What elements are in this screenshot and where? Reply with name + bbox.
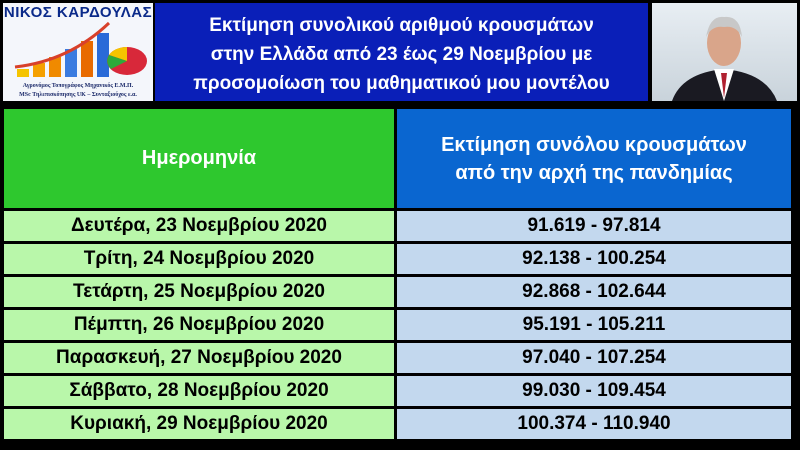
row-estimate: 100.374 - 110.940	[397, 409, 791, 439]
row-estimate: 97.040 - 107.254	[397, 343, 791, 373]
row-date: Δευτέρα, 23 Νοεμβρίου 2020	[4, 211, 394, 241]
row-date: Πέμπτη, 26 Νοεμβρίου 2020	[4, 310, 394, 340]
table-row: Τετάρτη, 25 Νοεμβρίου 2020 92.868 - 102.6…	[4, 277, 791, 307]
logo-name: ΝΙΚΟΣ ΚΑΡΔΟΥΛΑΣ	[3, 4, 153, 21]
header-estimate-line2: από την αρχή της πανδημίας	[455, 161, 733, 184]
header-estimate-line1: Εκτίμηση συνόλου κρουσμάτων	[441, 133, 747, 156]
logo-line2: MSc Τηλεπισκόπησης UK – Συνταξιούχος ε.α…	[19, 92, 137, 98]
chart-logo-icon	[14, 21, 147, 77]
row-date: Τετάρτη, 25 Νοεμβρίου 2020	[4, 277, 394, 307]
table-row: Δευτέρα, 23 Νοεμβρίου 2020 91.619 - 97.81…	[4, 211, 791, 241]
portrait-icon	[672, 16, 777, 101]
title-line2: στην Ελλάδα από 23 έως 29 Νοεμβρίου με	[210, 44, 593, 65]
table-row: Σάββατο, 28 Νοεμβρίου 2020 99.030 - 109.4…	[4, 376, 791, 406]
table-row: Παρασκευή, 27 Νοεμβρίου 2020 97.040 - 107…	[4, 343, 791, 373]
row-date: Σάββατο, 28 Νοεμβρίου 2020	[4, 376, 394, 406]
table-row: Κυριακή, 29 Νοεμβρίου 2020 100.374 - 110.…	[4, 409, 791, 439]
logo: ΝΙΚΟΣ ΚΑΡΔΟΥΛΑΣ Αγρονόμος Τοπογράφος Μηχ…	[3, 3, 153, 101]
table-header-row: Ημερομηνία Εκτίμηση συνόλου κρουσμάτων α…	[4, 109, 791, 208]
table-row: Τρίτη, 24 Νοεμβρίου 2020 92.138 - 100.254	[4, 244, 791, 274]
row-estimate: 99.030 - 109.454	[397, 376, 791, 406]
row-date: Τρίτη, 24 Νοεμβρίου 2020	[4, 244, 394, 274]
header-date: Ημερομηνία	[4, 109, 394, 208]
row-date: Κυριακή, 29 Νοεμβρίου 2020	[4, 409, 394, 439]
title-line3: προσομοίωση του μαθηματικού μου μοντέλου	[193, 73, 610, 94]
title-line1: Εκτίμηση συνολικού αριθμού κρουσμάτων	[209, 15, 594, 36]
row-estimate: 92.138 - 100.254	[397, 244, 791, 274]
logo-line1: Αγρονόμος Τοπογράφος Μηχανικός Ε.Μ.Π.	[22, 83, 134, 89]
author-photo	[652, 3, 797, 101]
table-row: Πέμπτη, 26 Νοεμβρίου 2020 95.191 - 105.21…	[4, 310, 791, 340]
page-title: Εκτίμηση συνολικού αριθμού κρουσμάτων στ…	[155, 3, 648, 101]
header-estimate: Εκτίμηση συνόλου κρουσμάτων από την αρχή…	[397, 109, 791, 208]
row-estimate: 95.191 - 105.211	[397, 310, 791, 340]
row-estimate: 91.619 - 97.814	[397, 211, 791, 241]
estimates-table: Ημερομηνία Εκτίμηση συνόλου κρουσμάτων α…	[1, 106, 794, 442]
row-date: Παρασκευή, 27 Νοεμβρίου 2020	[4, 343, 394, 373]
row-estimate: 92.868 - 102.644	[397, 277, 791, 307]
